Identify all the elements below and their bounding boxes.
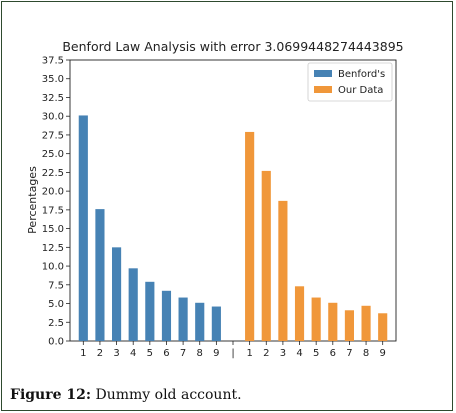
our-data-bar [361, 305, 371, 341]
x-tick-label: 1 [246, 348, 252, 359]
legend-label: Our Data [338, 85, 383, 96]
x-tick-label: 8 [197, 348, 203, 359]
y-tick-label: 35.0 [42, 74, 64, 85]
benford-bar [195, 302, 205, 341]
y-tick-label: 30.0 [42, 112, 64, 123]
legend-swatch [314, 70, 332, 77]
x-tick-label: 7 [180, 348, 186, 359]
caption-text: Dummy old account. [91, 387, 242, 403]
y-tick-label: 20.0 [42, 187, 64, 198]
x-tick-label: 8 [363, 348, 369, 359]
benford-bar [128, 268, 138, 341]
legend-label: Benford's [338, 69, 385, 80]
x-tick-label: 3 [280, 348, 286, 359]
our-data-bar [245, 131, 255, 341]
x-tick-label: 5 [313, 348, 319, 359]
x-tick-label: 1 [80, 348, 86, 359]
y-tick-label: 37.5 [42, 56, 64, 67]
our-data-bar [261, 170, 271, 341]
benford-bar [211, 306, 221, 341]
x-tick-label: 7 [346, 348, 352, 359]
y-tick-label: 32.5 [42, 93, 64, 104]
benford-bar [161, 290, 172, 341]
y-tick-label: 15.0 [42, 224, 64, 235]
x-tick-label: 6 [163, 348, 169, 359]
caption-label: Figure 12: [10, 387, 92, 403]
chart-title: Benford Law Analysis with error 3.069944… [62, 39, 403, 54]
our-data-bar [294, 286, 305, 341]
y-tick-label: 7.5 [48, 280, 64, 291]
x-tick-label: 5 [147, 348, 153, 359]
x-tick-label: 4 [296, 348, 302, 359]
x-tick-label: 9 [213, 348, 219, 359]
our-data-bar [278, 200, 288, 341]
y-axis-label: Percentages [26, 166, 39, 234]
legend-swatch [314, 86, 332, 93]
our-data-bar [311, 297, 321, 341]
our-data-bar [378, 313, 388, 341]
benford-bar [111, 247, 122, 341]
our-data-bar [344, 310, 355, 341]
y-tick-label: 5.0 [48, 299, 64, 310]
our-data-bar [328, 302, 338, 341]
y-tick-label: 2.5 [48, 318, 64, 329]
y-tick-label: 12.5 [42, 243, 64, 254]
x-tick-label: | [231, 348, 234, 359]
y-tick-label: 17.5 [42, 205, 64, 216]
benford-bar [78, 115, 88, 341]
benford-bar [95, 209, 105, 341]
benford-bar [145, 281, 155, 341]
x-tick-label: 6 [330, 348, 336, 359]
x-tick-label: 4 [130, 348, 136, 359]
y-tick-label: 25.0 [42, 149, 64, 160]
x-tick-label: 9 [380, 348, 386, 359]
figure-caption: Figure 12: Dummy old account. [10, 387, 242, 403]
y-tick-label: 10.0 [42, 262, 64, 273]
y-tick-label: 22.5 [42, 168, 64, 179]
x-tick-label: 2 [263, 348, 269, 359]
y-tick-label: 0.0 [48, 337, 64, 348]
y-tick-label: 27.5 [42, 130, 64, 141]
benford-bar [178, 297, 188, 341]
x-tick-label: 2 [97, 348, 103, 359]
x-tick-label: 3 [113, 348, 119, 359]
